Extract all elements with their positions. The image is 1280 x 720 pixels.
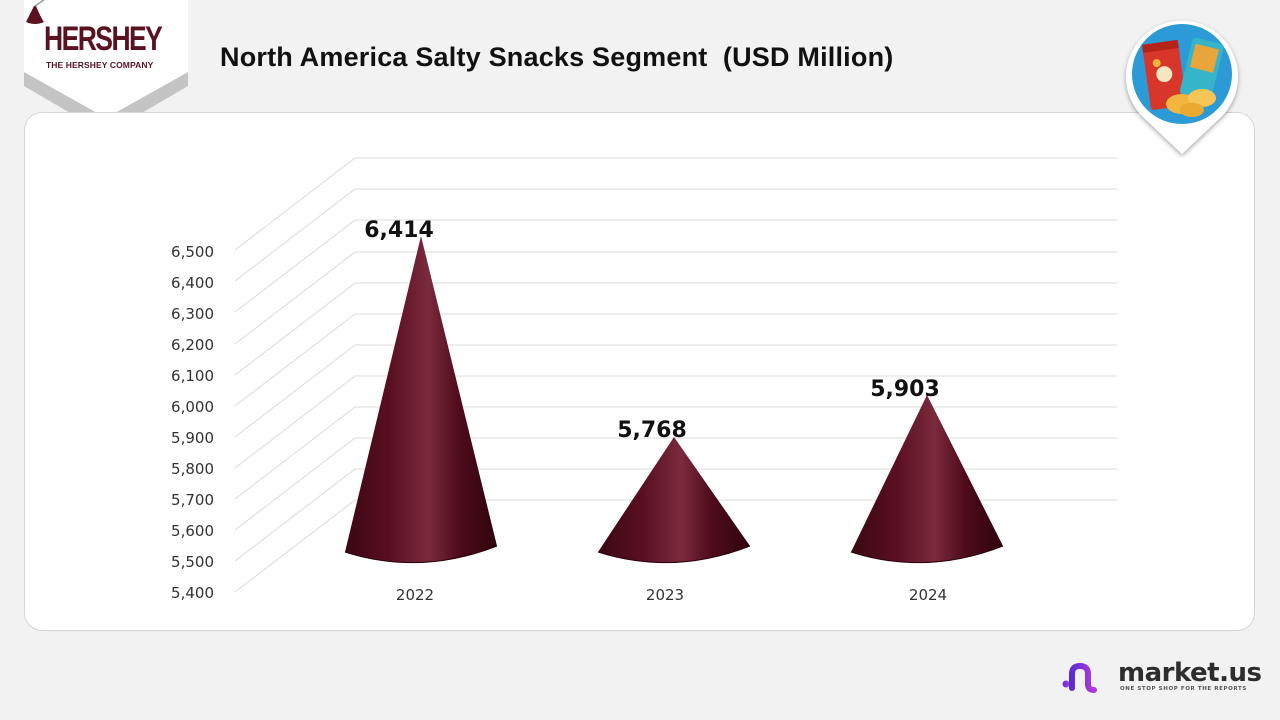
- bar-2023-cone[interactable]: [597, 437, 751, 564]
- y-tick-label: 6,500: [171, 243, 214, 261]
- y-tick-label: 5,900: [171, 429, 214, 447]
- market-us-tagline: ONE STOP SHOP FOR THE REPORTS: [1120, 686, 1247, 692]
- data-label-2023: 5,768: [617, 418, 687, 443]
- market-us-wordmark: market.us: [1118, 658, 1262, 688]
- x-tick-label-2022: 2022: [395, 586, 435, 604]
- x-tick-label-2023: 2023: [645, 586, 685, 604]
- market-us-mark-icon: [1062, 662, 1110, 693]
- y-tick-label: 5,600: [171, 522, 214, 540]
- bar-2024-cone[interactable]: [850, 395, 1004, 564]
- snack-bags-icon: [1126, 20, 1238, 154]
- y-tick-label: 5,800: [171, 460, 214, 478]
- y-tick-label: 5,400: [171, 584, 214, 602]
- bar-2022-cone[interactable]: [344, 236, 498, 564]
- y-tick-label: 6,400: [171, 274, 214, 292]
- hershey-kiss-icon: [26, 0, 45, 24]
- y-tick-label: 6,000: [171, 398, 214, 416]
- hershey-logo-subtitle: THE HERSHEY COMPANY: [46, 60, 154, 70]
- hershey-logo-badge: HERSHEY THE HERSHEY COMPANY: [24, 0, 188, 134]
- y-tick-label: 5,700: [171, 491, 214, 509]
- gridlines: [234, 157, 1117, 593]
- x-tick-label-2024: 2024: [908, 586, 948, 604]
- y-tick-label: 5,500: [171, 553, 214, 571]
- badge-shape: [24, 0, 188, 134]
- y-tick-label: 6,300: [171, 305, 214, 323]
- data-label-2022: 6,414: [364, 218, 434, 243]
- market-us-logo[interactable]: market.us ONE STOP SHOP FOR THE REPORTS: [1062, 658, 1262, 698]
- y-tick-label: 6,200: [171, 336, 214, 354]
- y-tick-label: 6,100: [171, 367, 214, 385]
- page-title: North America Salty Snacks Segment (USD …: [220, 42, 894, 72]
- data-label-2024: 5,903: [870, 377, 940, 402]
